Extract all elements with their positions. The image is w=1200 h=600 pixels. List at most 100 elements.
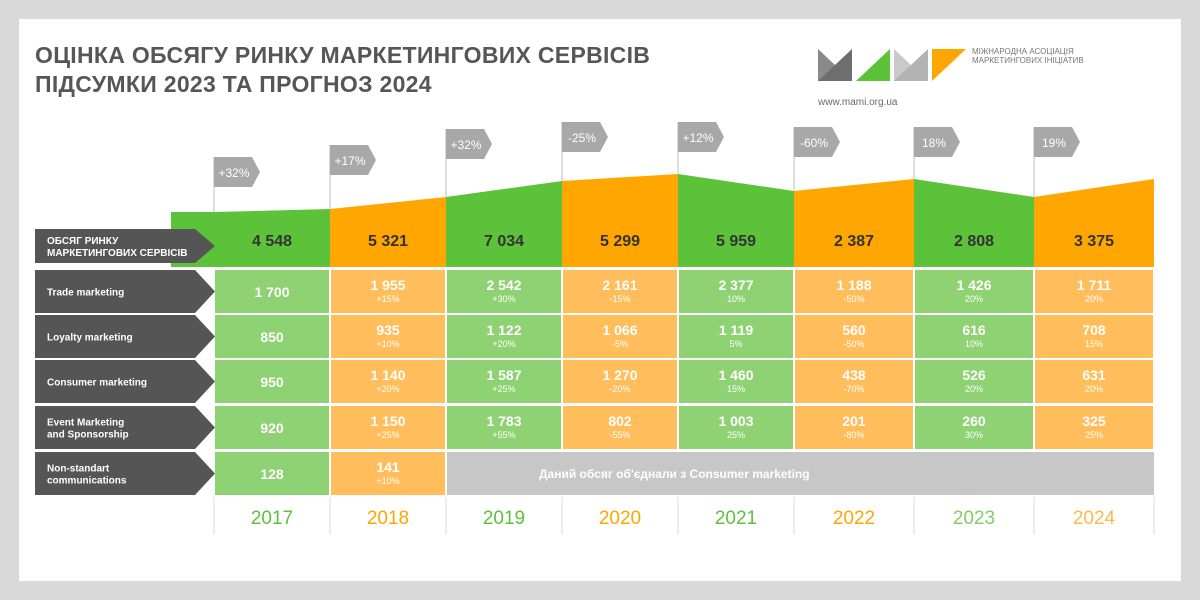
total-value: 2 808 [954, 233, 994, 250]
cell-0-2023 [915, 270, 1033, 313]
cell-0-2018 [331, 270, 445, 313]
year-label-2020: 2020 [599, 508, 641, 529]
cell-change: -5% [612, 339, 628, 349]
row-label-2-text: Consumer marketing [47, 378, 147, 389]
cell-value: 1 003 [718, 413, 753, 429]
cell-change: +20% [376, 384, 399, 394]
cell-3-2023 [915, 406, 1033, 449]
cell-value: 2 542 [486, 277, 521, 293]
cell-3-2021 [679, 406, 793, 449]
cell-value: 141 [376, 459, 400, 475]
cell-1-2022 [795, 315, 913, 358]
row-label-4-text: Non-standart [47, 464, 110, 475]
cell-1-2017 [215, 315, 329, 358]
merged-note: Даний обсяг об'єднали з Consumer marketi… [539, 467, 810, 481]
cell-change: 10% [727, 294, 745, 304]
growth-label: +17% [334, 154, 365, 168]
cell-change: 15% [727, 384, 745, 394]
cell-value: 1 122 [486, 322, 521, 338]
cell-3-2018 [331, 406, 445, 449]
cell-value: 1 066 [602, 322, 637, 338]
cell-change: 25% [727, 430, 745, 440]
cell-1-2021 [679, 315, 793, 358]
cell-value: 1 587 [486, 367, 521, 383]
cell-2-2023 [915, 360, 1033, 403]
market-band-2024 [1034, 179, 1154, 267]
market-band-2020 [562, 174, 678, 267]
row-label-1-text: Loyalty marketing [47, 333, 133, 344]
total-value: 7 034 [484, 233, 524, 250]
cell-2-2022 [795, 360, 913, 403]
cell-change: +30% [492, 294, 515, 304]
totals-row-label-text: ОБСЯГ РИНКУ [47, 236, 119, 247]
cell-change: +20% [492, 339, 515, 349]
cell-change: -55% [609, 430, 630, 440]
cell-value: 201 [842, 413, 866, 429]
cell-change: 20% [965, 384, 983, 394]
cell-change: 5% [729, 339, 742, 349]
cell-value: 802 [608, 413, 632, 429]
cell-3-2022 [795, 406, 913, 449]
mami-logo: МІЖНАРОДНА АСОЦІАЦІЯ МАРКЕТИНГОВИХ ІНІЦІ… [816, 47, 1176, 108]
cell-change: -50% [843, 339, 864, 349]
total-value: 4 548 [252, 233, 292, 250]
total-value: 5 959 [716, 233, 756, 250]
growth-flag-2017 [214, 157, 260, 187]
mami-logo-mark [818, 49, 966, 81]
total-value: 2 387 [834, 233, 874, 250]
growth-flag-2023 [914, 127, 960, 157]
growth-label: +12% [682, 131, 713, 145]
merged-note-bar [447, 452, 1154, 495]
market-band-2017 [214, 209, 330, 267]
cell-1-2024 [1035, 315, 1153, 358]
cell-change: +55% [492, 430, 515, 440]
growth-label: 18% [922, 136, 946, 150]
total-value: 3 375 [1074, 233, 1114, 250]
cell-change: -70% [843, 384, 864, 394]
cell-2-2021 [679, 360, 793, 403]
cell-value: 1 700 [254, 284, 289, 300]
total-value: 5 321 [368, 233, 408, 250]
growth-flag-2018 [330, 145, 376, 175]
cell-change: 10% [965, 339, 983, 349]
totals-row-label [35, 229, 215, 263]
year-label-2021: 2021 [715, 508, 757, 529]
cell-1-2019 [447, 315, 561, 358]
cell-value: 850 [260, 329, 284, 345]
cell-value: 260 [962, 413, 986, 429]
page-title: ОЦІНКА ОБСЯГУ РИНКУ МАРКЕТИНГОВИХ СЕРВІС… [35, 41, 650, 99]
growth-flag-2019 [446, 129, 492, 159]
cell-2-2020 [563, 360, 677, 403]
cell-value: 325 [1082, 413, 1106, 429]
cell-change: 15% [1085, 339, 1103, 349]
cell-1-2023 [915, 315, 1033, 358]
cell-value: 708 [1082, 322, 1106, 338]
cell-change: +10% [376, 339, 399, 349]
cell-value: 950 [260, 374, 284, 390]
growth-flag-2024 [1034, 127, 1080, 157]
row-label-0 [35, 270, 215, 313]
cell-2-2024 [1035, 360, 1153, 403]
cell-2-2018 [331, 360, 445, 403]
cell-value: 438 [842, 367, 866, 383]
cell-value: 631 [1082, 367, 1106, 383]
row-label-0-text: Trade marketing [47, 288, 124, 299]
market-band-2021 [678, 174, 794, 267]
row-label-3 [35, 406, 215, 449]
cell-value: 1 460 [718, 367, 753, 383]
cell-change: -20% [609, 384, 630, 394]
market-table-chart: +32% 4 548 +17% 5 321 +32% 7 034 -25% 5 299 +12%… [35, 122, 1155, 534]
growth-flag-2021 [678, 122, 724, 152]
title-line-1: ОЦІНКА ОБСЯГУ РИНКУ МАРКЕТИНГОВИХ СЕРВІС… [35, 42, 651, 68]
cell-0-2024 [1035, 270, 1153, 313]
cell-3-2019 [447, 406, 561, 449]
cell-value: 616 [962, 322, 986, 338]
cell-change: +15% [376, 294, 399, 304]
cell-value: 920 [260, 420, 284, 436]
row-label-3-text: Event Marketing [47, 418, 124, 429]
cell-4-2018 [331, 452, 445, 495]
cell-value: 1 188 [836, 277, 871, 293]
cell-value: 526 [962, 367, 986, 383]
cell-change: 30% [965, 430, 983, 440]
row-label-2 [35, 360, 215, 403]
